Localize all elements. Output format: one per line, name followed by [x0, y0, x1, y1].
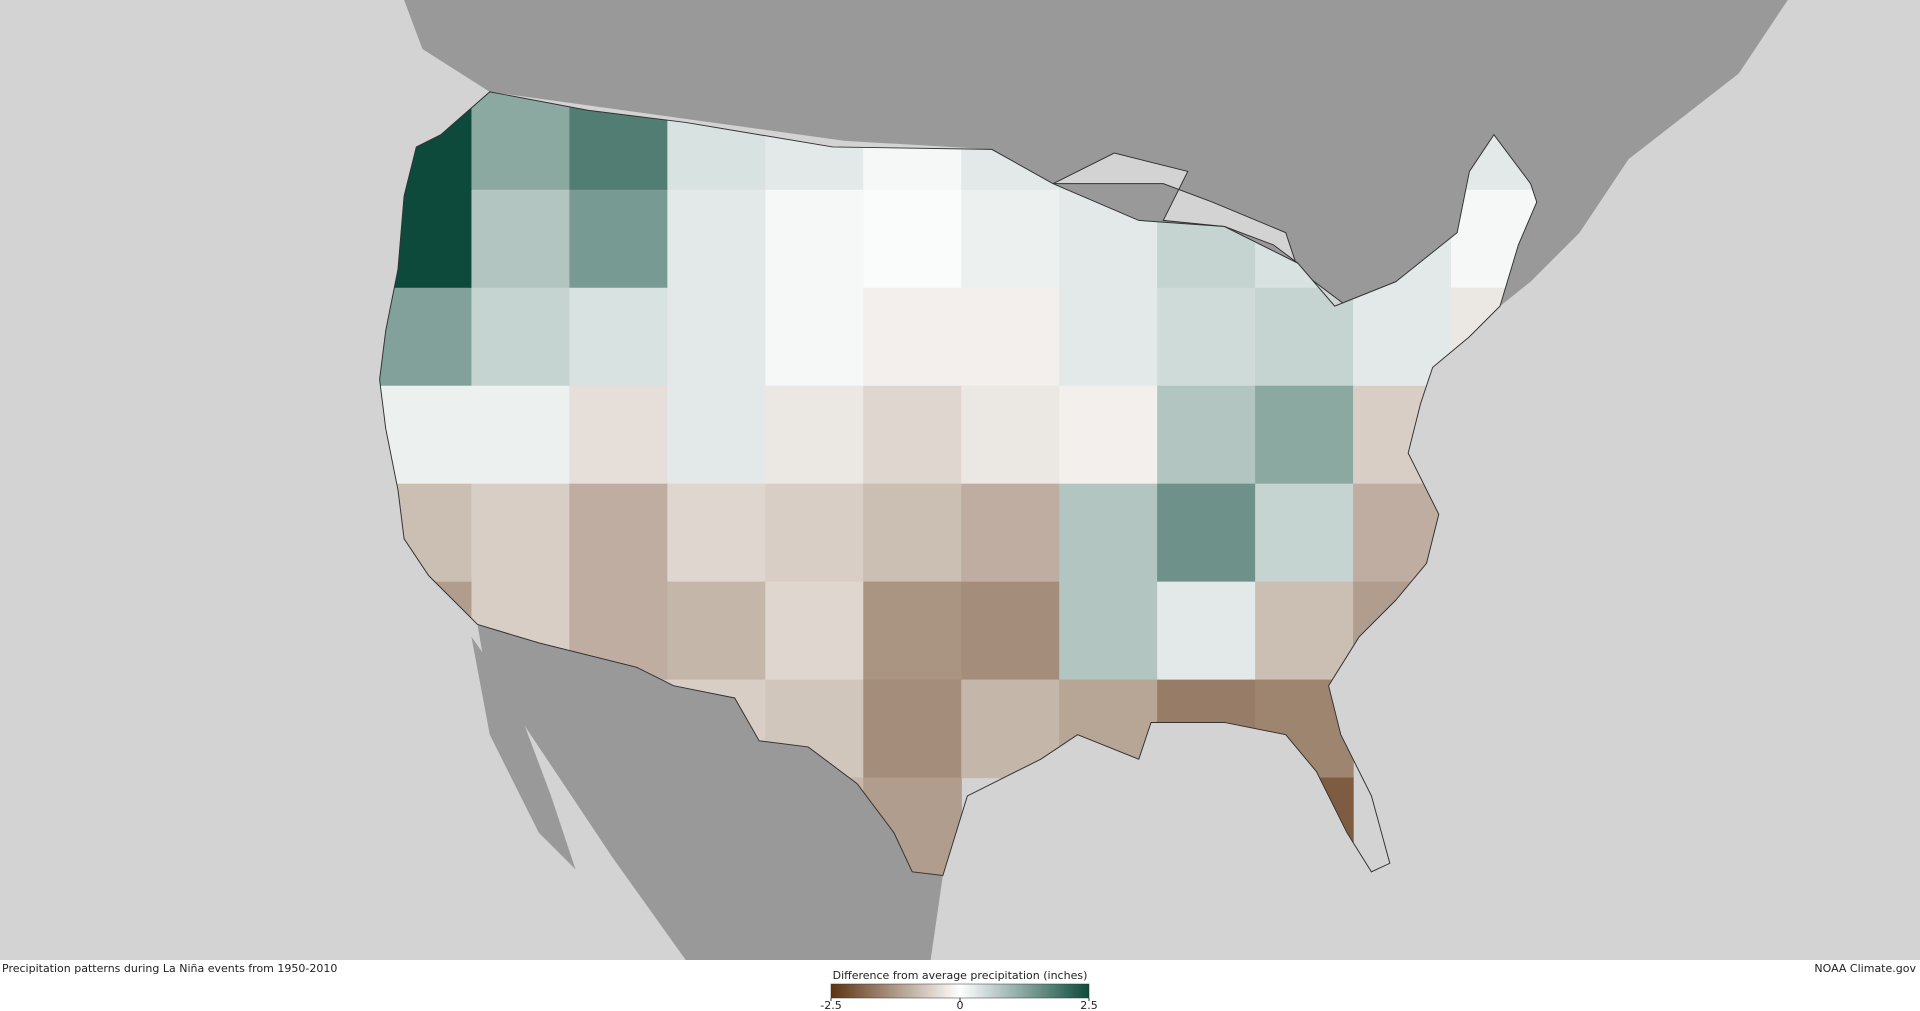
precip-cell: [569, 189, 668, 289]
precip-cell: [471, 287, 571, 387]
precip-cell: [1255, 483, 1354, 583]
precip-cell: [1157, 483, 1256, 583]
colorbar-tick-label: -2.5: [820, 999, 841, 1011]
precip-cell: [961, 581, 1060, 681]
precip-cell: [1059, 483, 1158, 583]
precip-cell: [1255, 581, 1354, 681]
precip-cell: [961, 385, 1060, 485]
precip-cell: [765, 287, 864, 387]
precip-cell: [471, 91, 571, 191]
precip-cell: [471, 483, 571, 583]
precip-cell: [765, 189, 864, 289]
precip-cell: [569, 287, 668, 387]
precip-cell: [667, 385, 766, 485]
precip-cell: [863, 679, 962, 779]
colorbar-tick-label: 0: [957, 999, 964, 1011]
baja: [471, 636, 576, 870]
precip-cell: [765, 483, 864, 583]
precip-cell: [863, 385, 962, 485]
colorbar: [830, 983, 1090, 999]
precip-cell: [961, 189, 1060, 289]
precip-cell: [1059, 581, 1158, 681]
precip-cell: [961, 483, 1060, 583]
precip-cell: [379, 287, 473, 387]
precip-cell: [667, 483, 766, 583]
precip-cell: [667, 287, 766, 387]
precip-cell: [1059, 287, 1158, 387]
precip-cell: [471, 385, 571, 485]
precip-cell: [863, 483, 962, 583]
precip-cell: [667, 581, 766, 681]
precip-cell: [863, 189, 962, 289]
precip-cell: [1255, 385, 1354, 485]
precip-cell: [863, 287, 962, 387]
precip-cell: [667, 189, 766, 289]
colorbar-tick-label: 2.5: [1080, 999, 1098, 1011]
credit: NOAA Climate.gov: [1814, 962, 1916, 975]
mexico: [477, 624, 943, 961]
colorbar-label: Difference from average precipitation (i…: [833, 969, 1088, 982]
precip-cell: [765, 385, 864, 485]
precip-cell: [569, 385, 668, 485]
precip-cell: [1157, 581, 1256, 681]
precip-cell: [471, 189, 571, 289]
precip-cell: [379, 385, 473, 485]
caption: Precipitation patterns during La Niña ev…: [2, 962, 337, 975]
precip-cell: [863, 581, 962, 681]
precip-cell: [569, 483, 668, 583]
precip-cell: [1157, 287, 1256, 387]
precip-cell: [961, 287, 1060, 387]
us-outline: [379, 91, 1538, 877]
precip-cell: [765, 581, 864, 681]
precip-cell: [1157, 385, 1256, 485]
precip-cell: [1059, 385, 1158, 485]
